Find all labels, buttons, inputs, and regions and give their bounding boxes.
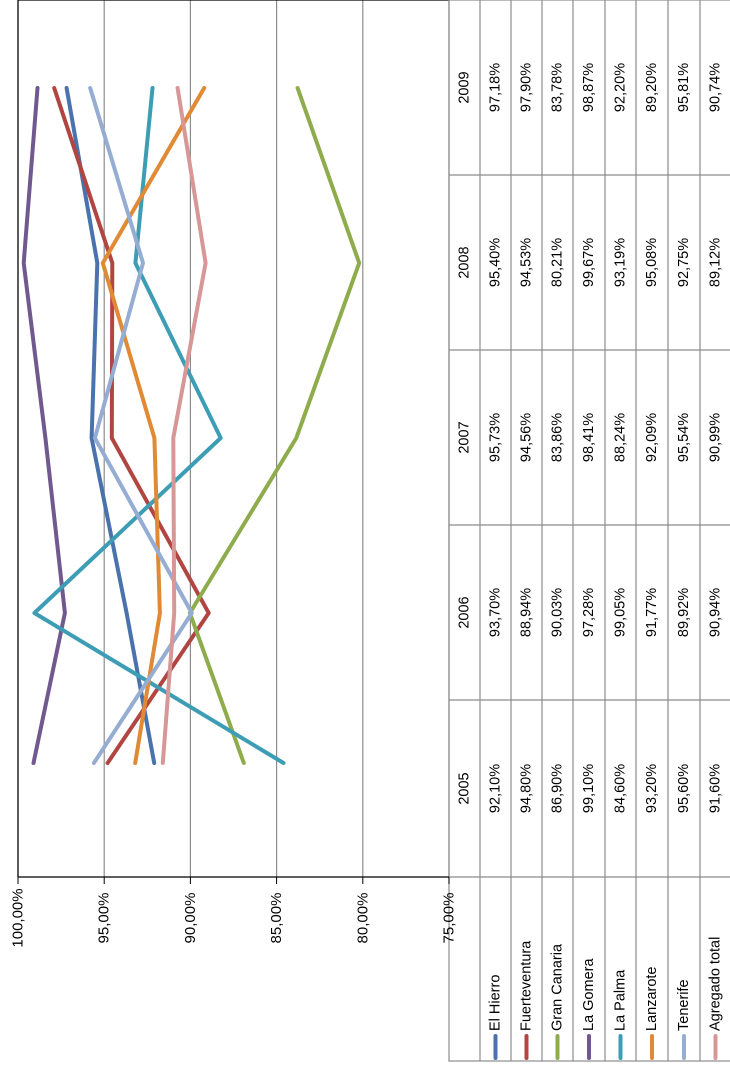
data-cell: 99,67%: [581, 238, 597, 287]
series-line-agregado-total: [160, 86, 208, 765]
legend-label: Fuerteventura: [519, 940, 535, 1031]
data-cell: 95,40%: [488, 238, 504, 287]
data-cell: 95,54%: [676, 413, 692, 462]
data-cell: 88,24%: [613, 413, 629, 462]
value-axis: 100,00% 95,00% 90,00% 85,00% 80,00% 75,00%: [10, 876, 458, 948]
data-cell: 95,73%: [488, 413, 504, 462]
table-outline: [448, 0, 730, 1062]
data-cell: 90,03%: [550, 588, 566, 637]
data-cell: 97,90%: [519, 63, 535, 112]
data-cell: 92,20%: [613, 63, 629, 112]
legend-label: La Gomera: [581, 958, 597, 1031]
data-cell: 84,60%: [613, 764, 629, 813]
data-cell: 83,78%: [550, 63, 566, 112]
data-cell: 95,08%: [644, 238, 660, 287]
data-cell: 91,60%: [708, 764, 724, 813]
series-line-la-gomera: [21, 86, 67, 765]
year-header-2005: 2005: [457, 772, 473, 804]
data-cell: 93,20%: [644, 764, 660, 813]
legend-label: Lanzarote: [644, 967, 660, 1032]
legend-label: Tenerife: [676, 979, 692, 1031]
data-table: 2005 2006 2007 2008 2009 92,10% 93,70% 95,73% 95…: [448, 0, 730, 1062]
data-cell: 90,74%: [708, 63, 724, 112]
series-line-fuerteventura: [52, 86, 211, 765]
series-line-gran-canaria: [187, 86, 362, 765]
data-cell: 97,28%: [581, 588, 597, 637]
data-cell: 99,05%: [613, 588, 629, 637]
data-cell: 93,19%: [613, 238, 629, 287]
data-cell: 94,80%: [519, 764, 535, 813]
data-cell: 92,09%: [644, 413, 660, 462]
data-cell: 95,81%: [676, 63, 692, 112]
legend-column: El Hierro Fuerteventura Gran Canaria La Gom…: [488, 937, 724, 1060]
data-cell: 98,87%: [581, 63, 597, 112]
data-cell: 93,70%: [488, 588, 504, 637]
year-header-2008: 2008: [457, 246, 473, 278]
data-cell: 89,12%: [708, 238, 724, 287]
data-cell: 90,99%: [708, 413, 724, 462]
gridlines: [17, 0, 450, 877]
data-cell: 86,90%: [550, 764, 566, 813]
data-cell: 89,92%: [676, 588, 692, 637]
data-cell: 80,21%: [550, 238, 566, 287]
data-cell: 94,53%: [519, 238, 535, 287]
data-cell: 95,60%: [676, 764, 692, 813]
legend-label: Gran Canaria: [550, 943, 566, 1031]
data-cell: 94,56%: [519, 413, 535, 462]
series-line-lanzarote: [100, 86, 207, 765]
data-cell: 98,41%: [581, 413, 597, 462]
legend-label: Agregado total: [708, 937, 724, 1031]
y-tick-label: 95,00%: [96, 893, 113, 944]
series-lines: [21, 86, 362, 765]
legend-label: El Hierro: [488, 975, 504, 1031]
legend-label: La Palma: [613, 969, 629, 1031]
y-tick-label: 75,00%: [441, 893, 458, 944]
data-cell: 88,94%: [519, 588, 535, 637]
y-tick-label: 100,00%: [10, 888, 27, 947]
data-cell: 99,10%: [581, 764, 597, 813]
data-cell: 91,77%: [644, 588, 660, 637]
y-tick-label: 85,00%: [268, 893, 285, 944]
data-cell: 90,94%: [708, 588, 724, 637]
year-header-2006: 2006: [457, 596, 473, 628]
data-cell: 97,18%: [488, 63, 504, 112]
series-line-tenerife: [88, 86, 194, 765]
data-cell: 83,86%: [550, 413, 566, 462]
year-header-2007: 2007: [457, 421, 473, 453]
data-cell: 89,20%: [644, 63, 660, 112]
data-cell: 92,10%: [488, 764, 504, 813]
data-cell: 92,75%: [676, 238, 692, 287]
year-header-2009: 2009: [457, 71, 473, 103]
y-tick-label: 80,00%: [354, 893, 371, 944]
y-tick-label: 90,00%: [182, 893, 199, 944]
series-line-la-palma: [32, 86, 286, 765]
series-line-el-hierro: [64, 86, 157, 765]
